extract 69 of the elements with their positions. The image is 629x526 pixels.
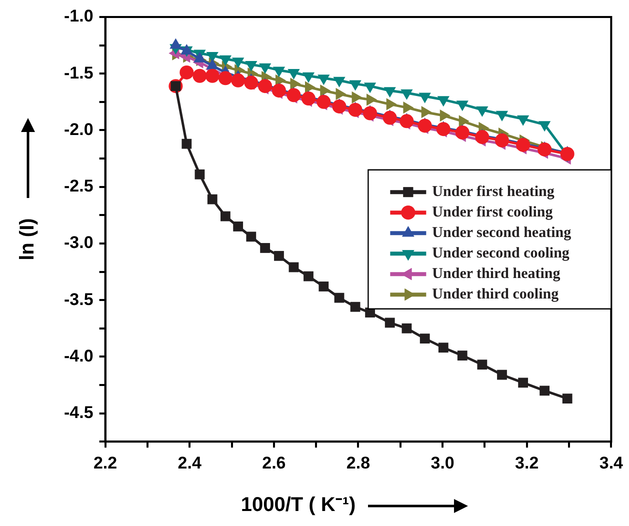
y-tick-label: -1.0 [64,6,94,26]
y-tick-label: -2.5 [64,176,94,196]
legend-label: Under second heating [432,224,572,241]
legend-label: Under third heating [432,266,561,282]
point [334,292,344,303]
point [382,110,397,125]
point [363,106,378,120]
point [260,243,270,253]
point [244,76,258,90]
point [384,318,395,328]
point [516,138,530,152]
point [497,370,507,380]
point [332,99,346,114]
legend-label: Under first cooling [432,204,554,220]
x-axis-title: 1000/T ( K⁻¹) [240,494,356,516]
point [538,142,552,156]
point [318,282,329,292]
point [182,138,192,149]
point [348,102,362,117]
point [400,114,414,128]
point [288,262,299,272]
point [194,169,205,180]
point [540,386,550,396]
point [246,232,256,242]
x-tick-label: 2.4 [178,453,202,472]
point [436,122,450,136]
legend-label: Under second cooling [432,245,570,262]
point [402,323,412,334]
point [272,84,286,98]
point [477,360,488,370]
point [205,68,220,83]
y-tick-label: -1.5 [64,63,94,82]
point [418,118,432,133]
y-tick-label: -3.0 [64,233,94,252]
point [192,68,207,83]
point [218,71,232,86]
point [301,92,316,106]
point [562,394,572,404]
point [457,350,468,360]
x-tick-label: 3.0 [430,453,454,472]
point [438,342,448,353]
y-tick-label: -2.0 [64,120,94,139]
point [316,94,331,109]
legend-label: Under third cooling [432,286,560,302]
point [286,88,301,102]
x-tick-label: 2.6 [262,453,286,472]
y-axis-title: ln (I) [16,218,39,260]
point [304,81,316,94]
y-tick-label: -4.0 [64,346,94,366]
point [518,378,528,388]
point [420,334,430,344]
point [304,271,314,282]
x-tick-label: 2.2 [93,453,118,472]
point [206,52,218,62]
point [233,222,244,232]
point [560,147,574,162]
point [258,79,272,94]
y-tick-label: -4.5 [64,402,94,422]
x-tick-label: 3.4 [599,453,624,472]
point [288,68,300,80]
x-tick-label: 2.8 [346,453,370,472]
point [274,250,284,261]
point [207,194,218,204]
x-tick-label: 3.2 [515,453,539,472]
legend-label: Under first heating [432,184,555,200]
point [350,302,360,312]
point [220,211,230,222]
y-tick-label: -3.5 [64,290,94,309]
point [180,65,194,80]
